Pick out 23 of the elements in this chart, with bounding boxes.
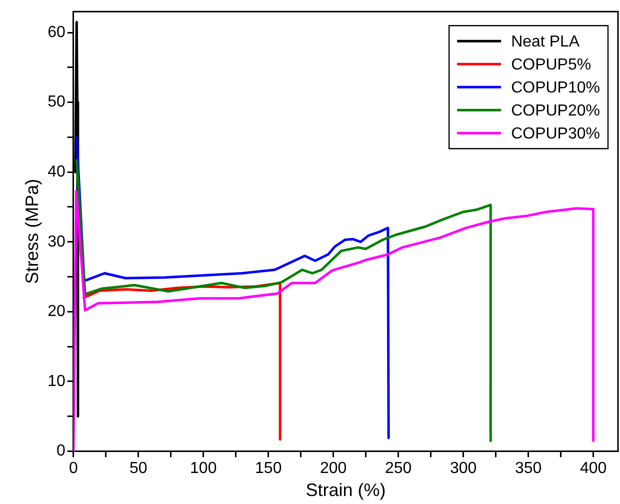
x-tick-label: 100 — [190, 460, 217, 478]
legend-label: COPUP30% — [511, 126, 600, 143]
x-tick-label: 300 — [450, 460, 477, 478]
legend-label: COPUP5% — [511, 56, 592, 74]
y-tick-label: 50 — [48, 94, 66, 111]
x-tick-label: 400 — [580, 460, 607, 478]
x-tick-label: 0 — [68, 460, 78, 478]
y-tick-label: 10 — [48, 372, 66, 390]
x-tick-label: 200 — [320, 460, 347, 478]
y-tick-label: 40 — [48, 163, 66, 180]
y-tick-label: 30 — [48, 233, 66, 250]
x-tick-label: 250 — [384, 460, 412, 478]
y-tick-label: 0 — [56, 442, 66, 460]
legend-label: COPUP20% — [511, 102, 600, 120]
x-tick-label: 50 — [129, 460, 148, 478]
y-tick-label: 60 — [48, 24, 66, 41]
y-tick-label: 20 — [48, 303, 66, 320]
legend-label: COPUP10% — [511, 80, 600, 97]
x-tick-label: 350 — [514, 460, 542, 478]
y-axis-title: Stress (MPa) — [22, 178, 42, 284]
legend-label: Neat PLA — [511, 34, 580, 51]
x-tick-label: 150 — [255, 460, 282, 478]
x-axis-title: Strain (%) — [306, 480, 386, 500]
